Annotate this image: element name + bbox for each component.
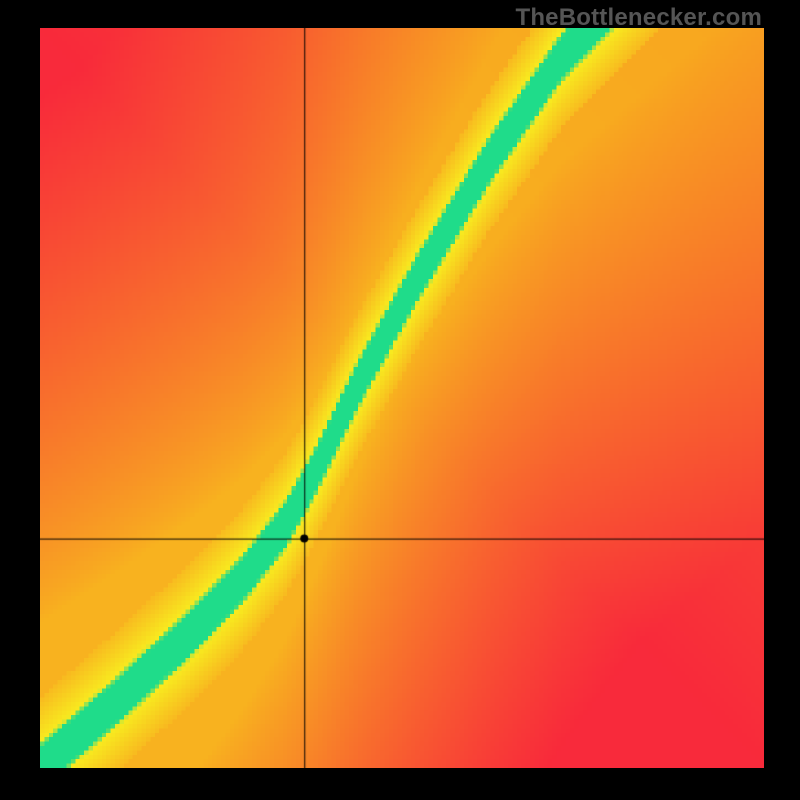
crosshair-overlay xyxy=(40,28,764,768)
chart-frame: TheBottlenecker.com xyxy=(0,0,800,800)
